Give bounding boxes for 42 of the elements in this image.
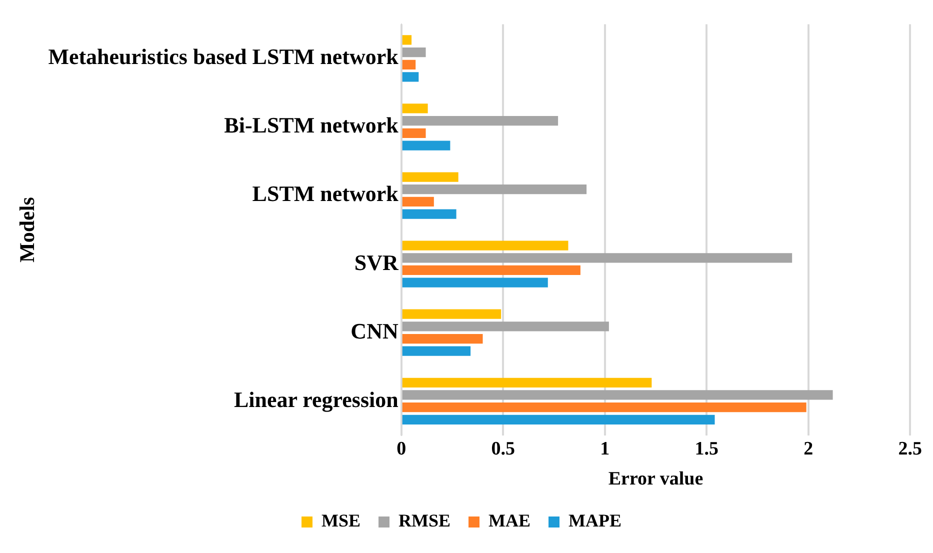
bar xyxy=(402,346,471,356)
bar xyxy=(402,265,580,276)
bar xyxy=(402,278,548,288)
x-tick-label: 0.5 xyxy=(491,438,515,460)
x-tick-label: 1.5 xyxy=(694,438,718,460)
x-tick-label: 1 xyxy=(600,438,610,460)
bar xyxy=(402,72,419,82)
y-tick-label: Linear regression xyxy=(234,386,398,412)
y-tick-label: SVR xyxy=(354,250,400,275)
y-tick-label: LSTM network xyxy=(252,181,400,206)
bar xyxy=(402,184,587,194)
bar xyxy=(402,196,434,207)
x-tick-label: 2.5 xyxy=(898,438,922,460)
bar xyxy=(402,140,450,150)
bar xyxy=(402,209,456,219)
bar xyxy=(402,378,652,388)
bar xyxy=(402,390,833,400)
bar xyxy=(402,253,792,263)
bar xyxy=(402,104,428,114)
bar xyxy=(402,334,483,344)
legend-label: MAPE xyxy=(568,510,622,531)
x-tick-label: 0 xyxy=(396,438,406,460)
bar xyxy=(402,60,416,70)
bar xyxy=(402,128,426,138)
legend-label: MAE xyxy=(488,510,531,531)
bar xyxy=(402,240,568,250)
bar xyxy=(402,47,426,58)
bar xyxy=(402,172,458,182)
legend-label: RMSE xyxy=(398,510,451,531)
bar xyxy=(402,309,502,319)
legend-label: MSE xyxy=(322,510,361,531)
bar xyxy=(402,322,609,332)
y-tick-label: Bi-LSTM network xyxy=(224,112,400,138)
x-axis-title: Error value xyxy=(608,468,704,490)
bar xyxy=(402,402,806,412)
bar xyxy=(402,414,715,424)
x-tick-label: 2 xyxy=(804,438,814,460)
bar xyxy=(402,35,412,45)
y-tick-label: CNN xyxy=(350,318,398,344)
bar xyxy=(402,116,558,126)
y-tick-label: Metaheuristics based LSTM network xyxy=(48,44,400,70)
y-axis-title: Models xyxy=(15,197,40,262)
